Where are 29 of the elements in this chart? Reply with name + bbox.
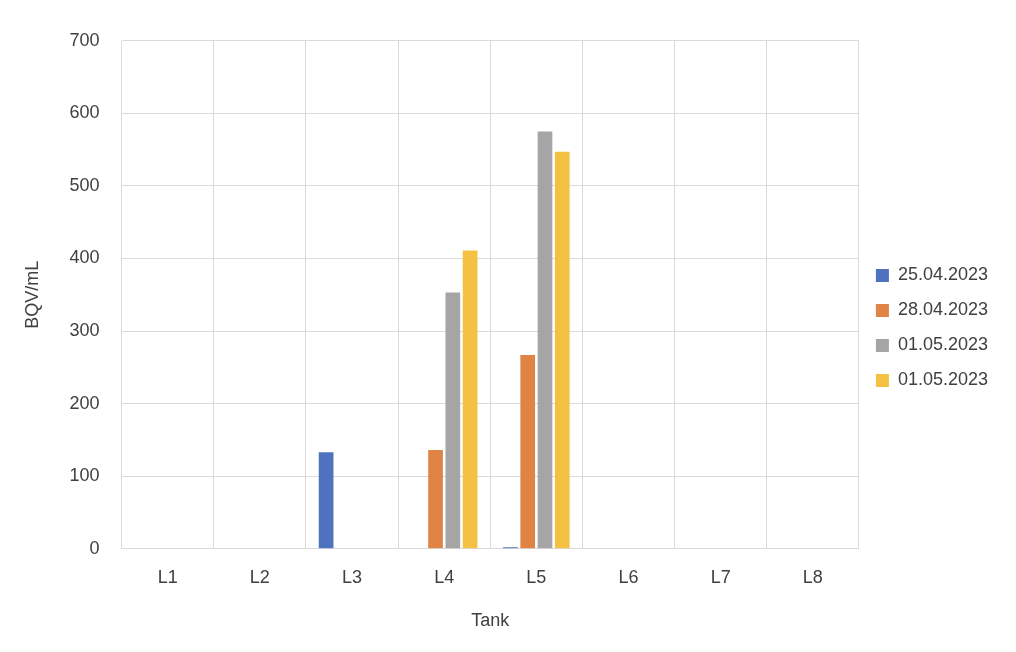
y-tick-label: 0 xyxy=(89,537,100,558)
x-tick-label: L8 xyxy=(802,566,823,587)
bar xyxy=(537,131,553,549)
legend-label: 28.04.2023 xyxy=(897,299,989,320)
y-axis-title: BQV/mL xyxy=(21,260,42,329)
x-tick-label: L6 xyxy=(618,566,639,587)
x-tick-label: L3 xyxy=(342,566,363,587)
bar xyxy=(445,292,461,549)
x-tick-label: L2 xyxy=(249,566,270,587)
y-tick-label: 400 xyxy=(69,247,100,268)
x-axis-title: Tank xyxy=(471,610,511,631)
x-tick-label: L5 xyxy=(526,566,547,587)
legend-label: 01.05.2023 xyxy=(897,369,989,390)
x-tick-label: L7 xyxy=(710,566,731,587)
bar xyxy=(428,450,443,549)
legend-label: 25.04.2023 xyxy=(897,264,989,285)
y-tick-label: 600 xyxy=(69,102,100,123)
bar xyxy=(462,250,478,549)
legend-label: 01.05.2023 xyxy=(897,334,989,355)
bar xyxy=(520,355,536,549)
x-tick-label: L1 xyxy=(157,566,178,587)
bar xyxy=(318,452,334,549)
y-tick-label: 700 xyxy=(69,29,100,50)
y-tick-label: 100 xyxy=(69,465,100,486)
y-tick-label: 200 xyxy=(69,392,100,413)
y-tick-label: 500 xyxy=(69,174,100,195)
y-tick-label: 300 xyxy=(69,320,100,341)
x-tick-label: L4 xyxy=(434,566,455,587)
bar xyxy=(554,151,570,549)
